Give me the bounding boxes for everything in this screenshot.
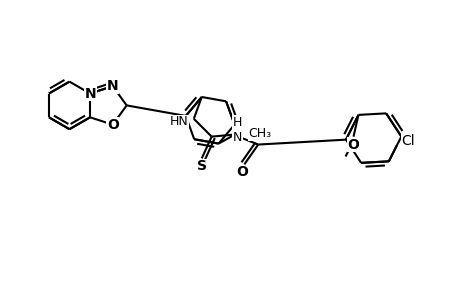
Text: N: N bbox=[106, 79, 118, 93]
Text: CH₃: CH₃ bbox=[248, 127, 271, 140]
Text: S: S bbox=[196, 159, 206, 173]
Text: O: O bbox=[236, 165, 248, 179]
Text: N: N bbox=[84, 86, 95, 100]
Text: O: O bbox=[347, 138, 358, 152]
Text: Cl: Cl bbox=[401, 134, 414, 148]
Text: O: O bbox=[106, 118, 118, 132]
Text: HN: HN bbox=[170, 115, 189, 128]
Text: H
N: H N bbox=[232, 116, 241, 144]
